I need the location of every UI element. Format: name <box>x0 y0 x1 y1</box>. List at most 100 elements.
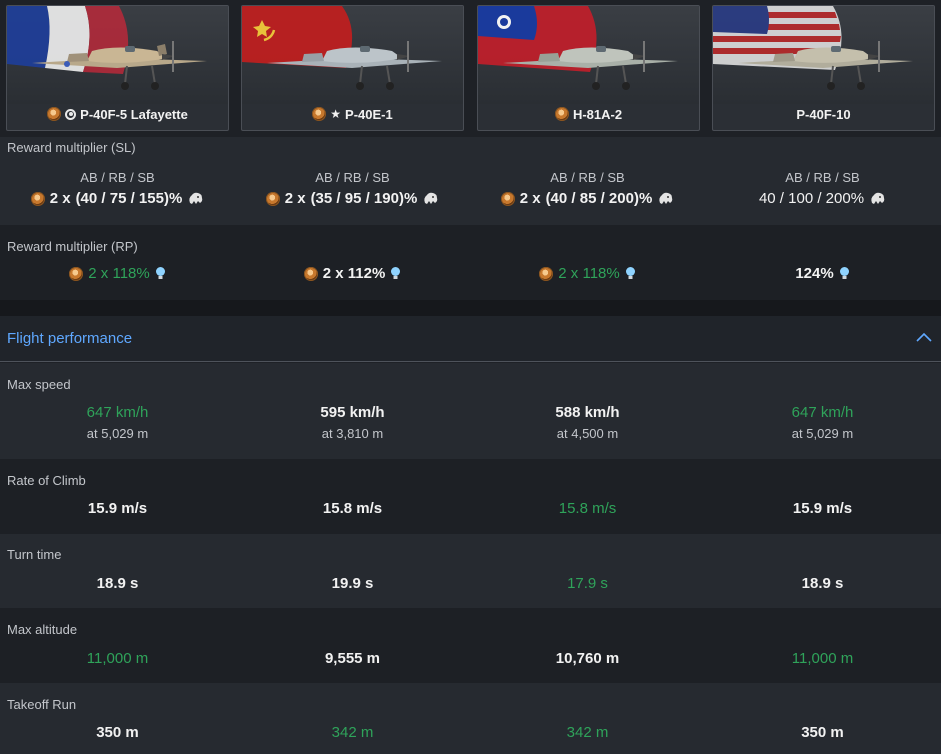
row-label: Reward multiplier (RP) <box>7 239 138 254</box>
multiplier: 2 x <box>519 190 541 207</box>
silver-lions-icon <box>424 192 438 204</box>
modes-label: AB / RB / SB <box>80 170 155 185</box>
vehicle-name-row: P-40F-10 <box>713 104 934 124</box>
vehicle-card-p40e1[interactable]: ★ P-40E-1 <box>241 5 464 131</box>
stat-value: 350 m <box>96 724 139 741</box>
flight-performance-header[interactable]: Flight performance <box>0 316 941 362</box>
stat-value: 17.9 s <box>567 575 608 592</box>
aircraft-silhouette <box>32 41 207 90</box>
stat-value: 647 km/h <box>86 404 149 421</box>
vehicle-name-row: H-81A-2 <box>478 104 699 124</box>
row-label: Max altitude <box>7 622 78 637</box>
multiplier: 2 x <box>49 190 71 207</box>
vehicle-name: P-40E-1 <box>345 106 393 122</box>
stat-subvalue: at 4,500 m <box>556 426 619 441</box>
stat-value: 11,000 m <box>791 650 854 667</box>
vehicle-name: P-40F-10 <box>796 106 851 122</box>
takeoff-run-row: Takeoff Run 350 m 342 m 342 m 350 m <box>0 683 941 754</box>
turn-time-row: Turn time 18.9 s 19.9 s 17.9 s 18.9 s <box>0 534 941 608</box>
silver-lions-icon <box>871 192 885 204</box>
vehicle-card-p40f10[interactable]: P-40F-10 <box>712 5 935 131</box>
stat-value: 15.8 m/s <box>558 500 617 517</box>
max-altitude-row: Max altitude 11,000 m 9,555 m 10,760 m 1… <box>0 608 941 683</box>
silver-lions-icon <box>189 192 203 204</box>
research-bulb-icon <box>155 267 165 279</box>
stat-value: 350 m <box>801 724 844 741</box>
vehicle-cards: P-40F-5 Lafayette <box>0 0 941 137</box>
stat-value: 11,000 m <box>86 650 149 667</box>
vehicle-card-p40f5[interactable]: P-40F-5 Lafayette <box>6 5 229 131</box>
modes-label: AB / RB / SB <box>550 170 625 185</box>
sl-values: (40 / 75 / 155)% <box>75 190 183 207</box>
row-label: Rate of Climb <box>7 473 86 488</box>
reward-rp-cell: 2 x 118% <box>0 265 235 286</box>
flag-ussr-icon <box>242 6 353 68</box>
aircraft-image <box>7 6 228 104</box>
research-bulb-icon <box>839 267 849 279</box>
medal-icon <box>30 191 45 206</box>
research-bulb-icon <box>625 267 635 279</box>
aircraft-image <box>242 6 463 104</box>
aircraft-silhouette <box>503 41 678 90</box>
reward-rp-row: Reward multiplier (RP) 2 x 118% 2 x 112%… <box>0 225 941 300</box>
rp-value: 2 x 118% <box>558 265 620 282</box>
row-label: Takeoff Run <box>7 697 77 712</box>
medal-icon <box>539 266 554 281</box>
modes-label: AB / RB / SB <box>315 170 390 185</box>
stat-value: 15.9 m/s <box>792 500 853 517</box>
chevron-up-icon[interactable] <box>916 332 932 342</box>
medal-icon <box>47 107 62 121</box>
rate-of-climb-row: Rate of Climb 15.9 m/s 15.8 m/s 15.8 m/s… <box>0 459 941 534</box>
sl-values: (40 / 85 / 200)% <box>545 190 653 207</box>
vehicle-name-row: P-40F-5 Lafayette <box>7 104 228 124</box>
sl-values: (35 / 95 / 190)% <box>310 190 418 207</box>
rp-value: 2 x 112% <box>322 265 386 282</box>
stat-value: 647 km/h <box>791 404 854 421</box>
reward-sl-row: Reward multiplier (SL) AB / RB / SB 2 x … <box>0 137 941 225</box>
section-title: Flight performance <box>7 330 133 347</box>
vehicle-card-h81a2[interactable]: H-81A-2 <box>477 5 700 131</box>
row-label: Reward multiplier (SL) <box>7 140 136 155</box>
stat-value: 588 km/h <box>555 404 620 421</box>
stat-value: 9,555 m <box>324 650 381 667</box>
vehicle-name-row: ★ P-40E-1 <box>242 104 463 124</box>
max-speed-row: Max speed 647 km/h at 5,029 m 595 km/h a… <box>0 363 941 459</box>
stat-cell: 647 km/h at 5,029 m <box>705 404 940 441</box>
reward-sl-cell: AB / RB / SB 40 / 100 / 200% <box>705 170 940 208</box>
stat-value: 342 m <box>566 724 609 741</box>
medal-icon <box>554 107 569 121</box>
aircraft-image <box>713 6 934 104</box>
aircraft-silhouette <box>738 41 913 90</box>
multiplier: 2 x <box>284 190 306 207</box>
medal-icon <box>500 191 515 206</box>
aircraft-silhouette <box>267 41 442 90</box>
row-label: Max speed <box>7 377 71 392</box>
medal-icon <box>312 107 327 121</box>
vehicle-name: H-81A-2 <box>572 106 623 122</box>
row-label: Turn time <box>7 547 62 562</box>
reward-rp-cell: 2 x 112% <box>235 265 470 286</box>
medal-icon <box>265 191 280 206</box>
stat-value: 18.9 s <box>96 575 139 592</box>
star-icon: ★ <box>330 107 342 121</box>
reward-rp-cell: 2 x 118% <box>470 265 705 286</box>
stat-value: 342 m <box>331 724 374 741</box>
section-divider <box>0 300 941 316</box>
aircraft-image <box>478 6 699 104</box>
research-bulb-icon <box>391 267 401 279</box>
medal-icon <box>69 266 84 281</box>
stat-value: 15.8 m/s <box>322 500 383 517</box>
medal-icon <box>303 266 318 281</box>
stat-cell: 588 km/h at 4,500 m <box>470 404 705 441</box>
stat-value: 10,760 m <box>555 650 620 667</box>
reward-sl-cell: AB / RB / SB 2 x (40 / 85 / 200)% <box>470 170 705 211</box>
stat-cell: 647 km/h at 5,029 m <box>0 404 235 441</box>
stat-cell: 595 km/h at 3,810 m <box>235 404 470 441</box>
stat-subvalue: at 3,810 m <box>321 426 384 441</box>
reward-rp-cell: 124% <box>705 265 940 283</box>
sl-values: 40 / 100 / 200% <box>758 190 865 207</box>
rp-value: 2 x 118% <box>88 265 150 282</box>
stat-value: 15.9 m/s <box>87 500 148 517</box>
reward-sl-cell: AB / RB / SB 2 x (40 / 75 / 155)% <box>0 170 235 211</box>
stat-value: 18.9 s <box>801 575 844 592</box>
